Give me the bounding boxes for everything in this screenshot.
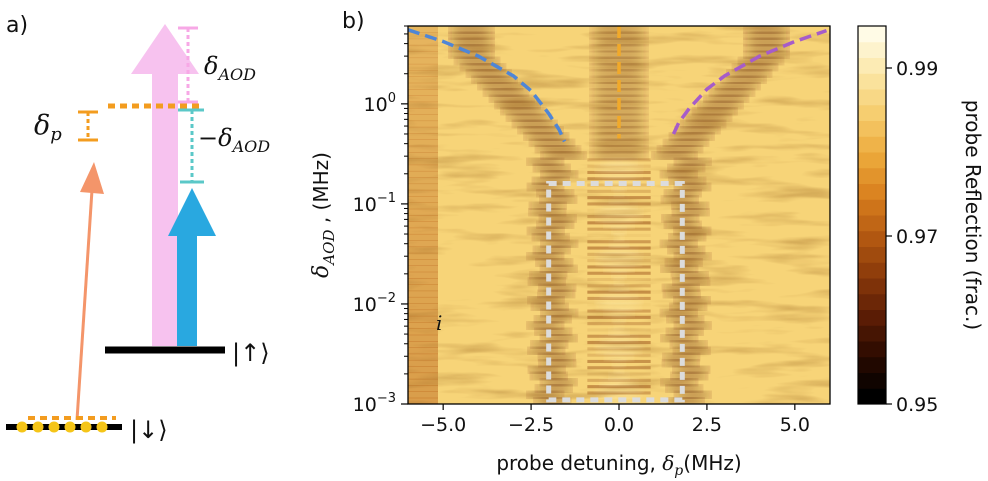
colorbar-frame — [857, 25, 887, 405]
colorbar-step — [858, 183, 886, 200]
colorbar-step — [858, 41, 886, 58]
panel-b-label: b) — [342, 9, 365, 34]
x-tick-label: 0.0 — [604, 414, 634, 436]
colorbar-step — [858, 73, 886, 90]
x-tick-label: 5.0 — [780, 414, 810, 436]
teal-neg-delta-aod-bracket — [178, 108, 204, 184]
pink-coupling-arrow — [131, 24, 199, 346]
blue-aod-arrow — [168, 188, 216, 346]
y-tick-label: 100 — [364, 91, 396, 116]
atom — [48, 421, 60, 433]
colorbar-step — [858, 167, 886, 184]
delta-p-label: δp — [34, 110, 62, 145]
annotation-i: i — [436, 311, 442, 335]
colorbar-step — [858, 388, 886, 405]
atom — [32, 421, 44, 433]
colorbar-step — [858, 152, 886, 169]
x-tick-label: −5.0 — [420, 414, 466, 436]
x-axis-ticks: −5.0 −2.5 0.0 2.5 5.0 — [420, 404, 810, 436]
colorbar-step — [858, 89, 886, 106]
y-tick-label: 10−2 — [353, 291, 396, 316]
colorbar-step — [858, 26, 886, 43]
colorbar-step — [858, 136, 886, 153]
colorbar-steps — [858, 26, 886, 405]
colorbar-step — [858, 230, 886, 247]
colorbar-step — [858, 215, 886, 232]
atom — [16, 421, 28, 433]
colorbar-step — [858, 199, 886, 216]
colorbar-step — [858, 120, 886, 137]
probe-arrow — [75, 162, 104, 421]
colorbar-ticks: 0.95 0.97 0.99 — [886, 58, 938, 416]
dashed-curves — [408, 26, 828, 143]
colorbar-step — [858, 246, 886, 263]
y-axis-ticks: 100 10−1 10−2 10−3 — [353, 25, 408, 416]
colorbar-label: probe Reflection (frac.) — [961, 100, 985, 330]
highlight-box — [546, 180, 685, 403]
y-tick-label: 10−1 — [353, 191, 396, 216]
colorbar-step — [858, 372, 886, 389]
x-tick-label: 2.5 — [692, 414, 722, 436]
colorbar: 0.95 0.97 0.99 probe Reflection (frac.) — [857, 25, 985, 416]
ket-down-label: |↓⟩ — [130, 416, 168, 444]
colorbar-tick-label: 0.99 — [896, 58, 938, 80]
atom — [64, 421, 76, 433]
colorbar-tick-label: 0.95 — [896, 394, 938, 416]
colorbar-step — [858, 325, 886, 342]
panel-b: b) −5.0 −2.5 0.0 2.5 5.0 100 10−1 10−2 10−3 i p… — [309, 9, 985, 479]
curve-purple-dashed — [671, 28, 828, 135]
colorbar-step — [858, 57, 886, 74]
neg-delta-aod-label: −δAOD — [198, 124, 270, 156]
panel-a-label: a) — [6, 13, 28, 38]
delta-aod-label: δAOD — [204, 52, 256, 84]
ket-up-label: |↑⟩ — [232, 339, 270, 367]
pink-delta-aod-bracket — [178, 26, 198, 104]
atom — [80, 421, 92, 433]
panel-a: a) |↑⟩ |↓⟩ — [6, 13, 270, 444]
x-tick-label: −2.5 — [508, 414, 554, 436]
curve-blue-dashed — [408, 28, 567, 143]
y-axis-label: δAOD , (MHz) — [309, 152, 338, 278]
colorbar-step — [858, 293, 886, 310]
atom — [96, 421, 108, 433]
y-tick-label: 10−3 — [353, 391, 396, 416]
colorbar-step — [858, 341, 886, 358]
delta-p-bracket — [78, 110, 98, 142]
x-axis-label: probe detuning, δp(MHz) — [496, 451, 741, 479]
colorbar-step — [858, 104, 886, 121]
colorbar-step — [858, 356, 886, 373]
colorbar-step — [858, 309, 886, 326]
colorbar-step — [858, 262, 886, 279]
atoms — [16, 421, 108, 433]
heatmap — [408, 26, 830, 404]
colorbar-step — [858, 278, 886, 295]
colorbar-tick-label: 0.97 — [896, 226, 938, 248]
